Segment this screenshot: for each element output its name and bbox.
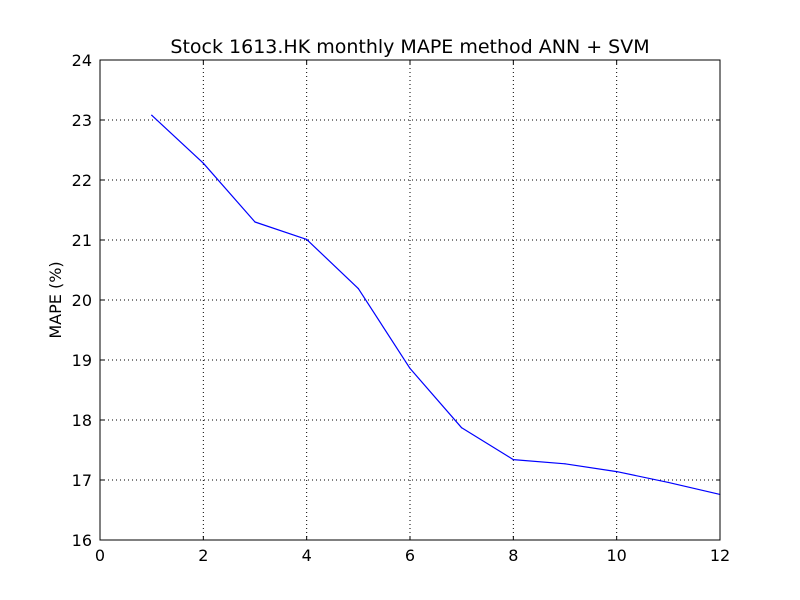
y-tick-label: 22: [72, 171, 92, 190]
grid: [100, 60, 720, 540]
series-layer: [151, 114, 721, 495]
series-line-0: [151, 114, 721, 495]
data-point: [461, 427, 463, 429]
data-point: [667, 481, 669, 483]
data-point: [616, 471, 618, 473]
y-tick-label: 20: [72, 291, 92, 310]
y-tick-label: 18: [72, 411, 92, 430]
x-tick-label: 0: [95, 546, 105, 565]
x-tick-label: 2: [198, 546, 208, 565]
data-point: [512, 459, 514, 461]
x-tick-label: 8: [508, 546, 518, 565]
y-tick-label: 16: [72, 531, 92, 550]
data-point: [409, 367, 411, 369]
y-tick-label: 23: [72, 111, 92, 130]
y-tick-label: 24: [72, 51, 92, 70]
data-point: [202, 162, 204, 164]
data-point: [564, 463, 566, 465]
data-point: [254, 221, 256, 223]
x-tick-label: 4: [302, 546, 312, 565]
data-point: [306, 238, 308, 240]
y-tick-label: 21: [72, 231, 92, 250]
x-tick-label: 12: [710, 546, 730, 565]
x-tick-label: 6: [405, 546, 415, 565]
x-tick-label: 10: [606, 546, 626, 565]
chart-title: Stock 1613.HK monthly MAPE method ANN + …: [170, 36, 649, 58]
y-tick-label: 19: [72, 351, 92, 370]
y-tick-label: 17: [72, 471, 92, 490]
data-point: [357, 288, 359, 290]
data-point: [151, 114, 153, 116]
y-axis-label: MAPE (%): [46, 261, 65, 338]
